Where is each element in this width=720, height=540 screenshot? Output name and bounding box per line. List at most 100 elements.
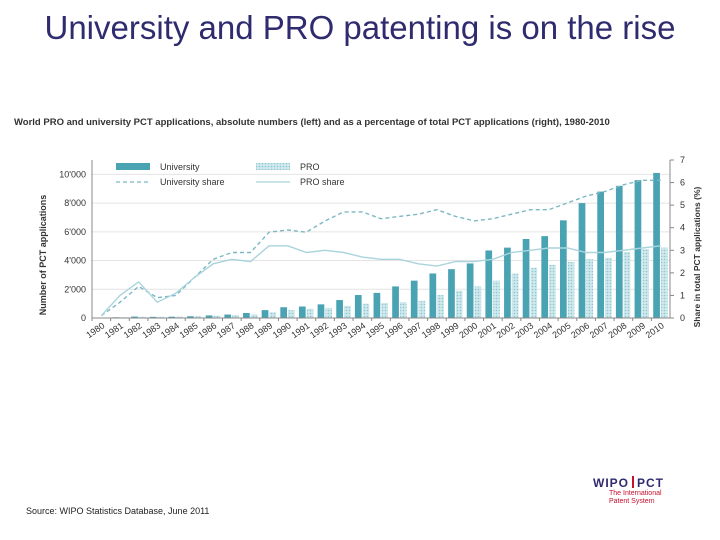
- bar-university-2003: [522, 239, 530, 318]
- bar-university-2004: [541, 236, 549, 318]
- y-tick-label: 4'000: [64, 256, 86, 266]
- bar-university-2005: [559, 220, 567, 318]
- x-tick-label: 1980: [84, 320, 106, 340]
- x-tick-label: 2009: [625, 320, 647, 340]
- x-tick-label: 1985: [178, 320, 200, 340]
- bar-pro-2004: [549, 264, 556, 318]
- bar-university-2001: [485, 250, 493, 318]
- x-tick-label: 1997: [401, 320, 423, 340]
- bar-pro-1997: [418, 300, 426, 318]
- x-tick-label: 1987: [215, 320, 237, 340]
- bar-university-1998: [429, 273, 437, 318]
- y2-tick-label: 5: [680, 200, 685, 210]
- bar-university-1992: [317, 304, 325, 318]
- bar-pro-1983: [157, 316, 165, 318]
- bar-university-1987: [224, 314, 232, 318]
- bar-pro-2000: [474, 286, 482, 318]
- bar-university-2006: [578, 203, 586, 318]
- bar-pro-2009: [642, 249, 649, 318]
- chart-title: World PRO and university PCT application…: [14, 117, 610, 128]
- bar-pro-1989: [269, 312, 277, 318]
- bar-pro-2001: [493, 280, 500, 318]
- bar-university-1995: [373, 292, 381, 318]
- bar-pro-2003: [530, 267, 538, 318]
- x-tick-label: 1993: [327, 320, 349, 340]
- bar-university-2008: [615, 185, 623, 318]
- bar-university-2002: [504, 247, 511, 318]
- bar-university-1997: [410, 280, 418, 318]
- share-lines: [100, 179, 661, 317]
- y-tick-label: 0: [81, 313, 86, 323]
- bar-pro-2010: [660, 247, 668, 318]
- y2-tick-label: 0: [680, 313, 685, 323]
- y-tick-label: 8'000: [64, 198, 86, 208]
- legend-label-pro-share: PRO share: [300, 177, 345, 187]
- y-tick-label: 6'000: [64, 227, 86, 237]
- bar-university-1982: [131, 316, 138, 318]
- legend-swatch-pro: [256, 163, 290, 170]
- bar-university-1986: [205, 315, 213, 318]
- logo-subtitle-2: Patent System: [609, 498, 655, 505]
- bar-pro-1985: [194, 316, 202, 318]
- x-tick-label: 2007: [588, 320, 610, 340]
- y-axis-label: Number of PCT applications: [38, 195, 48, 316]
- logo-pct: PCT: [637, 476, 664, 490]
- x-tick-label: 1981: [103, 320, 125, 340]
- bar-university-2000: [466, 263, 474, 318]
- logo-divider: [632, 476, 634, 488]
- y-tick-label: 10'000: [59, 169, 86, 179]
- bar-university-1988: [243, 312, 250, 318]
- bar-university-1994: [354, 295, 362, 318]
- x-tick-label: 1999: [439, 320, 461, 340]
- bar-university-1991: [298, 306, 306, 318]
- bar-pro-1992: [325, 307, 333, 318]
- bar-pro-1990: [288, 310, 295, 318]
- y2-axis-label: Share in total PCT applications (%): [692, 186, 702, 327]
- bar-pro-2006: [586, 259, 594, 318]
- bar-pro-1993: [343, 305, 351, 318]
- bar-pro-2002: [511, 273, 519, 318]
- legend-label-university: University: [160, 162, 200, 172]
- x-tick-label: 1994: [345, 320, 367, 340]
- x-tick-label: 1991: [289, 320, 311, 340]
- legend-swatch-university: [116, 163, 150, 170]
- bar-university-1983: [149, 316, 157, 318]
- bar-university-1996: [392, 286, 399, 318]
- x-tick-label: 2000: [457, 320, 479, 340]
- line-university-share: [100, 179, 661, 317]
- x-tick-label: 1982: [122, 320, 144, 340]
- y2-tick-label: 4: [680, 223, 685, 233]
- x-tick-label: 2002: [495, 320, 517, 340]
- slide-title: University and PRO patenting is on the r…: [44, 9, 676, 46]
- x-tick-label: 1992: [308, 320, 330, 340]
- x-tick-label: 1986: [196, 320, 218, 340]
- logo-subtitle-1: The International: [609, 490, 662, 497]
- x-tick-label: 1988: [233, 320, 255, 340]
- bar-pro-1986: [213, 315, 221, 318]
- bar-pro-1988: [250, 314, 258, 318]
- bar-university-1984: [168, 316, 176, 318]
- line-pro-share: [100, 245, 661, 317]
- bar-pro-1999: [455, 290, 463, 318]
- bar-pro-2007: [604, 257, 612, 318]
- x-tick-label: 2006: [569, 320, 591, 340]
- x-tick-label: 1996: [383, 320, 405, 340]
- y2-tick-label: 2: [680, 268, 685, 278]
- x-tick-label: 2008: [606, 320, 628, 340]
- y2-tick-label: 1: [680, 290, 685, 300]
- legend-label-pro: PRO: [300, 162, 320, 172]
- bar-pro-1991: [306, 308, 314, 318]
- x-tick-label: 2001: [476, 320, 498, 340]
- logo-wipo: WIPO: [593, 476, 629, 490]
- legend: University PRO University share PRO shar…: [116, 162, 345, 187]
- x-tick-label: 1984: [159, 320, 181, 340]
- axes: Number of PCT applications Share in tota…: [38, 160, 702, 327]
- bar-pro-1995: [381, 302, 388, 318]
- bar-pro-1998: [437, 295, 444, 318]
- bar-university-1999: [448, 269, 455, 318]
- bar-pro-1982: [138, 316, 146, 318]
- bar-university-1989: [261, 310, 269, 318]
- bars: [112, 172, 668, 318]
- x-tick-label: 1983: [140, 320, 162, 340]
